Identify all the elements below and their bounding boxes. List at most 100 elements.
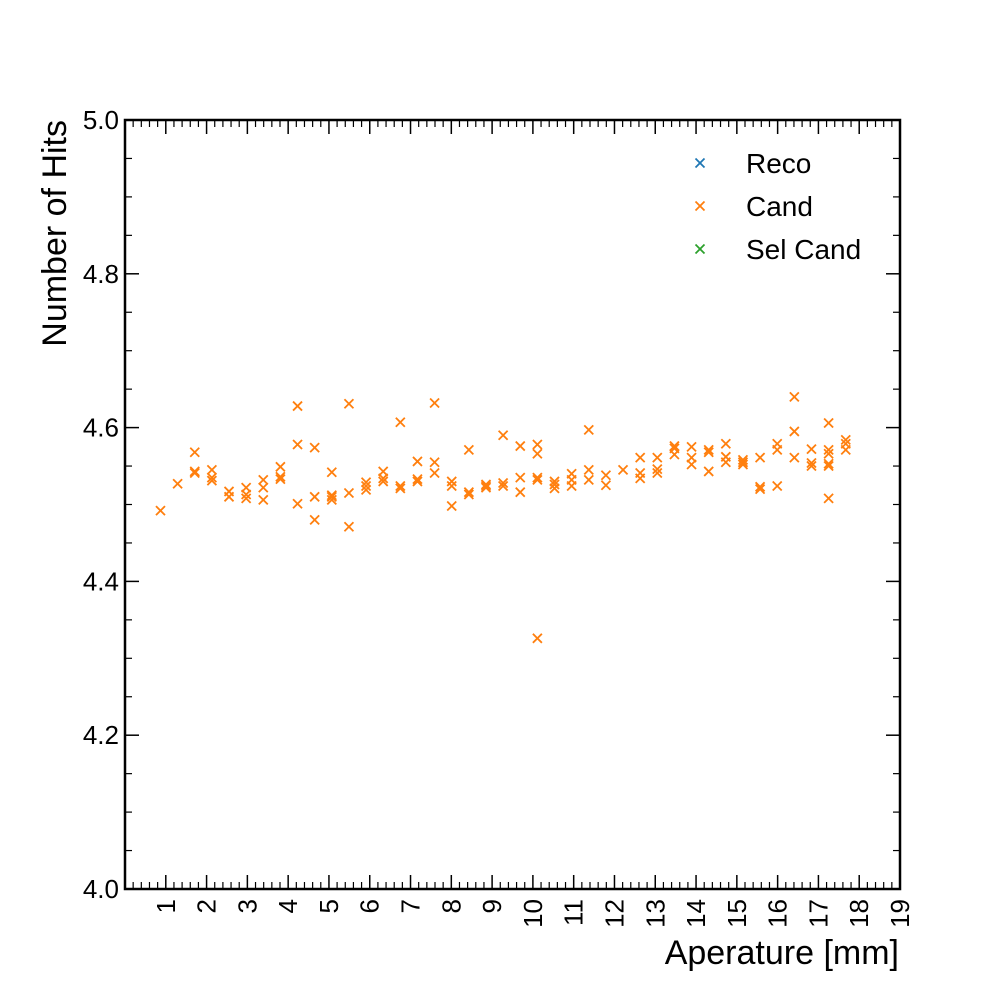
data-point-cand [412, 476, 423, 487]
x-tick-label: 4 [273, 899, 303, 913]
data-point-cand [583, 464, 594, 476]
data-point-cand [480, 480, 492, 492]
data-point-cand [652, 452, 663, 463]
data-point-cand [275, 471, 286, 482]
data-point-cand [703, 447, 714, 458]
data-point-cand [480, 479, 492, 490]
data-point-cand [806, 457, 817, 469]
x-tick-label: 10 [518, 899, 548, 928]
y-tick-label: 4.6 [83, 413, 119, 443]
legend-item: Sel Cand [694, 234, 861, 265]
data-point-cand [652, 467, 663, 479]
data-point-cand [258, 494, 269, 506]
data-point-cand [309, 442, 320, 453]
data-point-cand [823, 444, 834, 456]
data-point-cand [258, 474, 269, 486]
y-tick-label: 4.0 [83, 874, 119, 904]
data-point-cand [669, 449, 680, 460]
data-point-cand [395, 417, 406, 428]
data-point-cand [823, 493, 834, 504]
data-point-cand [806, 460, 817, 472]
data-point-cand [463, 444, 474, 456]
data-point-cand [275, 473, 286, 485]
data-point-cand [583, 474, 594, 486]
data-point-cand [806, 443, 817, 455]
x-tick-label: 9 [477, 899, 507, 913]
labels-layer: 4.04.24.44.64.85.01 2 3 4 5 6 7 8 9 10 11 12 13 14 15 1… [83, 105, 915, 928]
x-tick-label: 18 [844, 899, 874, 928]
data-point-cand [617, 464, 629, 476]
data-point-cand [635, 452, 646, 463]
data-point-cand [429, 467, 440, 479]
data-point-cand [172, 478, 183, 489]
data-point-cand [155, 505, 166, 516]
data-point-cand [686, 459, 697, 470]
data-point-cand [515, 440, 526, 452]
data-point-cand [275, 461, 286, 472]
y-tick-label: 4.2 [83, 720, 119, 750]
y-tick-label: 4.4 [83, 566, 119, 596]
x-tick-label: 2 [192, 899, 222, 913]
points-layer [155, 391, 851, 644]
data-point-cand [343, 398, 355, 409]
data-point-cand [309, 491, 320, 502]
data-point-cand [497, 477, 509, 489]
data-point-cand [532, 474, 543, 486]
data-point-cand [395, 483, 406, 494]
data-point-cand [463, 489, 474, 500]
data-point-cand [292, 400, 303, 412]
data-point-cand [789, 426, 800, 437]
x-tick-label: 1 [151, 899, 181, 913]
data-point-cand [754, 483, 766, 495]
x-tick-label: 3 [232, 899, 262, 913]
x-tick-label: 14 [681, 899, 711, 928]
data-point-cand [360, 484, 372, 496]
data-point-cand [223, 491, 235, 502]
data-point-cand [497, 480, 509, 492]
data-point-cand [515, 487, 526, 498]
legend-label: Cand [746, 191, 813, 222]
legend-marker [694, 157, 706, 169]
data-point-cand [326, 490, 337, 501]
data-point-cand [326, 491, 337, 502]
data-point-cand [823, 458, 834, 469]
data-point-cand [532, 439, 543, 450]
data-point-cand [515, 472, 526, 483]
data-point-cand [840, 434, 851, 446]
data-point-cand [703, 444, 714, 456]
y-tick-label: 4.8 [83, 259, 119, 289]
x-tick-label: 11 [559, 899, 589, 926]
data-point-cand [823, 460, 834, 472]
x-tick-label: 6 [355, 899, 385, 913]
data-point-cand [206, 475, 218, 486]
data-point-cand [737, 457, 749, 468]
data-point-cand [669, 440, 680, 452]
data-point-cand [412, 473, 423, 485]
data-point-cand [292, 439, 303, 450]
legend-marker [694, 200, 706, 212]
x-tick-label: 13 [640, 899, 670, 928]
data-point-cand [497, 430, 509, 441]
data-point-cand [343, 521, 355, 532]
x-tick-label: 16 [763, 899, 793, 928]
x-axis-title: Aperature [mm] [665, 934, 899, 972]
data-point-cand [343, 487, 355, 499]
data-point-cand [309, 514, 320, 526]
data-point-cand [429, 457, 440, 468]
data-point-cand [412, 456, 423, 467]
data-point-cand [720, 438, 731, 449]
data-point-cand [189, 466, 200, 477]
data-point-cand [789, 452, 800, 463]
data-point-cand [241, 493, 252, 504]
data-point-cand [189, 467, 200, 479]
data-point-cand [446, 476, 457, 487]
data-point-cand [378, 473, 389, 484]
data-point-cand [395, 480, 406, 492]
data-point-cand [360, 480, 372, 492]
data-point-cand [840, 444, 851, 456]
data-point-cand [532, 448, 543, 459]
data-point-cand [737, 459, 749, 470]
data-point-cand [686, 441, 697, 452]
